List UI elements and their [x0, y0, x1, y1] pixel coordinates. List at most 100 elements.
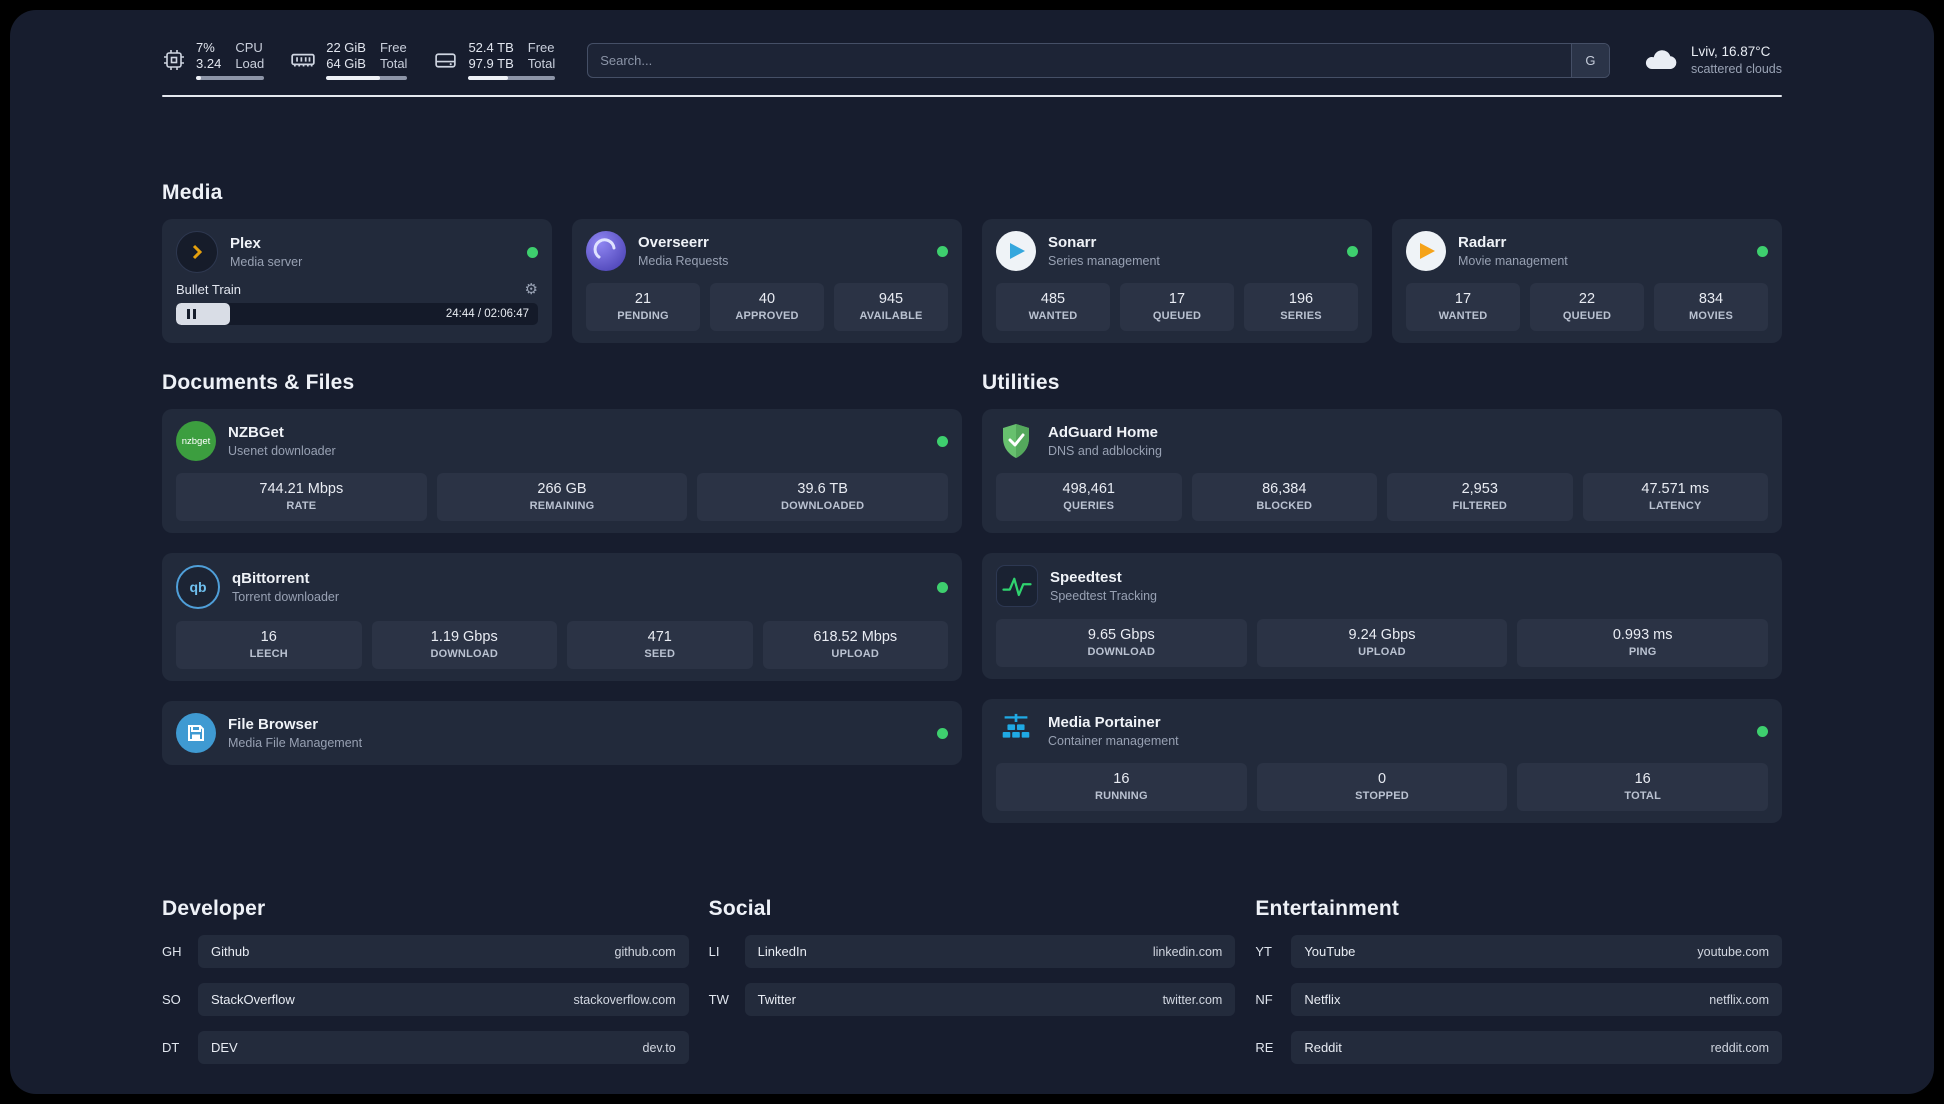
search-input[interactable]: [588, 52, 1571, 68]
storage-total-value: 97.9 TB: [468, 56, 514, 71]
app-subtitle: Media Requests: [638, 254, 729, 268]
bookmark-row-reddit: RE Reddit reddit.com: [1255, 1031, 1782, 1064]
stackoverflow-link[interactable]: StackOverflow stackoverflow.com: [198, 983, 689, 1016]
portainer-icon: [996, 711, 1036, 751]
memory-progress-bar: [326, 76, 408, 80]
filebrowser-card[interactable]: File Browser Media File Management: [162, 701, 962, 765]
stat-total: 16 TOTAL: [1517, 763, 1769, 811]
nzbget-icon: nzbget: [176, 421, 216, 461]
bookmark-row-stackoverflow: SO StackOverflow stackoverflow.com: [162, 983, 689, 1016]
youtube-link[interactable]: YouTube youtube.com: [1291, 935, 1782, 968]
nzbget-card[interactable]: nzbget NZBGet Usenet downloader 744.21 M…: [162, 409, 962, 533]
memory-free-label: Free: [379, 40, 407, 55]
status-dot: [1347, 245, 1358, 257]
media-heading: Media: [162, 181, 223, 204]
dashboard-panel: 7% 3.24 CPU Load: [10, 10, 1934, 1094]
app-subtitle: Series management: [1048, 254, 1160, 268]
portainer-card[interactable]: Media Portainer Container management 16 …: [982, 699, 1782, 823]
stat-blocked: 86,384 BLOCKED: [1191, 473, 1377, 521]
stat-queued: 17 QUEUED: [1120, 283, 1234, 331]
pause-icon[interactable]: [187, 309, 196, 319]
app-name: Overseerr: [638, 234, 709, 251]
cpu-label: CPU: [235, 40, 263, 55]
linkedin-link[interactable]: LinkedIn linkedin.com: [744, 935, 1236, 968]
playback-time: 24:44 / 02:06:47: [445, 308, 529, 320]
dev-link[interactable]: DEV dev.to: [198, 1031, 689, 1064]
developer-heading: Developer: [162, 897, 266, 920]
memory-usage-widget: 22 GiB 64 GiB Free Total: [290, 40, 408, 80]
overseerr-icon: [586, 231, 626, 271]
stat-rate: 744.21 Mbps RATE: [176, 473, 427, 521]
twitter-link[interactable]: Twitter twitter.com: [744, 983, 1236, 1016]
app-subtitle: Media File Management: [228, 736, 363, 750]
app-name: Radarr: [1458, 234, 1507, 251]
reddit-link[interactable]: Reddit reddit.com: [1291, 1031, 1782, 1064]
svg-text:nzbget: nzbget: [182, 436, 211, 447]
app-subtitle: Torrent downloader: [232, 590, 340, 604]
stat-series: 196 SERIES: [1244, 283, 1358, 331]
weather-condition: scattered clouds: [1690, 62, 1782, 76]
stat-queued: 22 QUEUED: [1530, 283, 1644, 331]
cpu-progress-bar: [196, 76, 265, 80]
cpu-load-value: 3.24: [196, 56, 222, 71]
search-engine-button[interactable]: G: [1570, 43, 1609, 77]
adguard-shield-icon: [996, 421, 1036, 461]
app-subtitle: Usenet downloader: [228, 444, 336, 458]
utilities-heading: Utilities: [982, 371, 1060, 394]
bookmark-row-youtube: YT YouTube youtube.com: [1255, 935, 1782, 968]
stat-seed: 471 SEED: [567, 621, 753, 669]
github-abbr-icon: GH: [162, 944, 182, 959]
status-dot: [1757, 245, 1768, 257]
entertainment-section: Entertainment YT YouTube youtube.com NF …: [1255, 897, 1782, 1079]
bookmark-row-github: GH Github github.com: [162, 935, 689, 968]
app-name: Media Portainer: [1048, 714, 1161, 731]
seek-bar[interactable]: 24:44 / 02:06:47: [176, 303, 538, 325]
qbittorrent-icon: qb: [176, 565, 220, 609]
overseerr-card[interactable]: Overseerr Media Requests 21 PENDING 40 A…: [572, 219, 962, 343]
cpu-percent-value: 7%: [196, 40, 215, 55]
app-subtitle: Speedtest Tracking: [1050, 589, 1158, 603]
weather-location: Lviv, 16.87°C: [1690, 44, 1771, 59]
speedtest-card[interactable]: Speedtest Speedtest Tracking 9.65 Gbps D…: [982, 553, 1782, 679]
bookmark-row-dev: DT DEV dev.to: [162, 1031, 689, 1064]
entertainment-heading: Entertainment: [1255, 897, 1400, 920]
radarr-icon: [1406, 231, 1446, 271]
utilities-section: Utilities AdGuard Home: [982, 371, 1782, 823]
bookmark-row-linkedin: LI LinkedIn linkedin.com: [709, 935, 1236, 968]
now-playing-title: Bullet Train: [176, 282, 242, 297]
qbittorrent-card[interactable]: qb qBittorrent Torrent downloader 16 LEE…: [162, 553, 962, 681]
status-dot: [527, 246, 538, 258]
developer-section: Developer GH Github github.com SO StackO…: [162, 897, 689, 1079]
documents-heading: Documents & Files: [162, 371, 355, 394]
linkedin-abbr-icon: LI: [708, 944, 720, 959]
documents-section: Documents & Files nzbget NZBGet Usenet d: [162, 371, 962, 823]
app-name: File Browser: [228, 716, 319, 733]
plex-card[interactable]: Plex Media server Bullet Train ⚙: [162, 219, 552, 343]
storage-free-label: Free: [527, 40, 555, 55]
stat-available: 945 AVAILABLE: [834, 283, 948, 331]
speedtest-icon: [996, 565, 1038, 607]
sonarr-icon: [996, 231, 1036, 271]
twitter-abbr-icon: TW: [708, 992, 729, 1007]
netflix-link[interactable]: Netflix netflix.com: [1291, 983, 1782, 1016]
app-subtitle: Media server: [230, 255, 303, 269]
radarr-card[interactable]: Radarr Movie management 17 WANTED 22 QUE…: [1392, 219, 1782, 343]
stat-latency: 47.571 ms LATENCY: [1582, 473, 1768, 521]
gear-icon[interactable]: ⚙: [524, 281, 538, 298]
stat-pending: 21 PENDING: [586, 283, 700, 331]
github-link[interactable]: Github github.com: [198, 935, 689, 968]
stat-wanted: 17 WANTED: [1406, 283, 1520, 331]
search-bar[interactable]: G: [587, 42, 1610, 78]
status-dot: [937, 581, 948, 593]
cloud-icon: [1642, 46, 1680, 74]
storage-usage-widget: 52.4 TB 97.9 TB Free Total: [433, 40, 556, 80]
sonarr-card[interactable]: Sonarr Series management 485 WANTED 17 Q…: [982, 219, 1372, 343]
stat-filtered: 2,953 FILTERED: [1387, 473, 1573, 521]
stat-queries: 498,461 QUERIES: [996, 473, 1182, 521]
memory-total-label: Total: [379, 56, 408, 71]
adguard-card[interactable]: AdGuard Home DNS and adblocking 498,461 …: [982, 409, 1782, 533]
media-section: Media Plex Media server: [162, 181, 1782, 343]
stat-downloaded: 39.6 TB DOWNLOADED: [697, 473, 949, 521]
app-subtitle: Movie management: [1458, 254, 1568, 268]
top-bar: 7% 3.24 CPU Load: [162, 40, 1782, 80]
